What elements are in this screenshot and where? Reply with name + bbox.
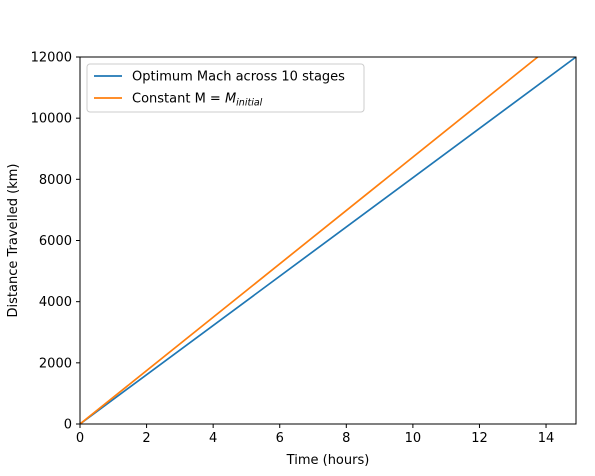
plot-frame — [79, 56, 577, 425]
series-line-1 — [80, 57, 576, 424]
legend-label-constant-subscript: initial — [236, 98, 262, 109]
series-line-2 — [80, 57, 539, 424]
x-tick-label: 14 — [538, 431, 555, 446]
legend-label-constant-m: M — [225, 92, 236, 107]
y-tick-label: 2000 — [39, 356, 72, 371]
legend-box — [86, 63, 365, 113]
y-tick-label: 6000 — [39, 234, 72, 249]
x-tick-label: 10 — [405, 431, 422, 446]
x-tick-label: 12 — [471, 431, 488, 446]
y-tick-label: 0 — [64, 418, 72, 433]
ticks-layer: 0 2 4 6 8 10 12 14 0 2000 4000 6000 8000 10000 12000 — [31, 51, 555, 447]
x-tick-label: 6 — [276, 431, 284, 446]
y-tick-label: 10000 — [31, 112, 72, 127]
y-tick-label: 12000 — [31, 51, 72, 66]
legend-label-optimum-mach: Optimum Mach across 10 stages — [132, 70, 345, 85]
x-tick-label: 2 — [142, 431, 150, 446]
legend: Optimum Mach across 10 stages Constant M… — [86, 63, 365, 113]
y-tick-label: 4000 — [39, 295, 72, 310]
x-tick-label: 0 — [76, 431, 84, 446]
legend-label-constant-mach: Constant M = Minitial — [132, 92, 263, 109]
x-axis-label: Time (hours) — [286, 453, 370, 468]
x-tick-label: 4 — [209, 431, 217, 446]
x-tick-label: 8 — [342, 431, 350, 446]
legend-label-constant-prefix: Constant M = — [132, 92, 225, 107]
series-layer — [80, 57, 576, 424]
y-tick-label: 8000 — [39, 173, 72, 188]
y-axis-label: Distance Travelled (km) — [6, 164, 21, 318]
